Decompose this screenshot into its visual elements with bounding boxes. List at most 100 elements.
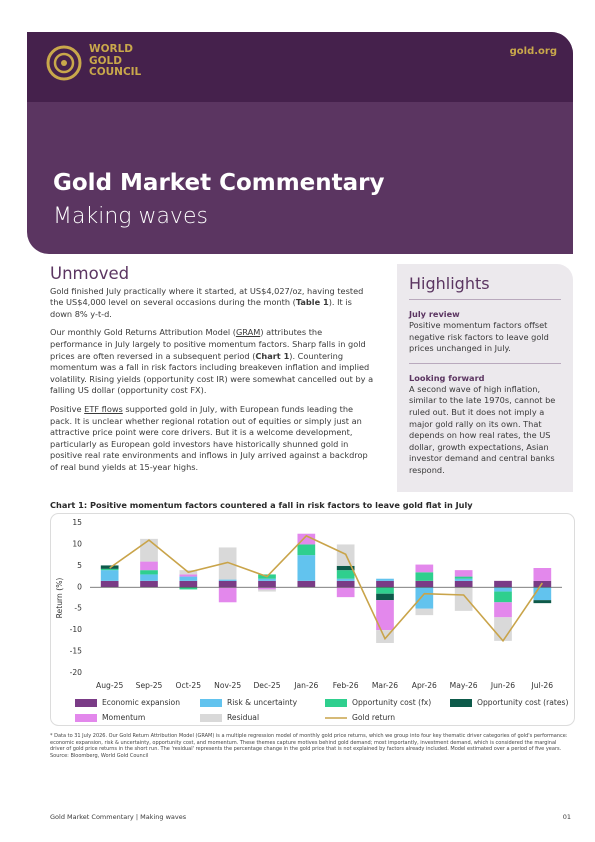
bar-segment — [297, 580, 316, 588]
highlight-label: Looking forward — [409, 372, 485, 383]
bar-segment — [140, 538, 158, 562]
text: ) attributes the performance in July lar… — [50, 327, 366, 361]
x-tick-label: Mar-26 — [372, 681, 398, 690]
bar-segment — [494, 602, 512, 618]
highlight-text: A second wave of high inflation, similar… — [409, 383, 556, 475]
bar-segment — [218, 547, 237, 580]
x-tick-label: Jan-26 — [293, 681, 318, 690]
legend-label: Risk & uncertainty — [227, 698, 298, 707]
chart-frame — [50, 513, 575, 726]
bar-segment — [179, 580, 198, 588]
bar-segment — [415, 587, 434, 609]
legend-label: Gold return — [352, 713, 395, 722]
x-tick-label: Oct-25 — [176, 681, 202, 690]
bar-segment — [454, 576, 473, 579]
header: WORLD GOLD COUNCIL gold.org Gold Market … — [27, 32, 573, 254]
legend-label: Momentum — [102, 713, 145, 722]
bar-segment — [258, 589, 276, 592]
legend-swatch — [450, 699, 472, 707]
line-series — [109, 534, 543, 643]
bar-segment — [140, 561, 158, 571]
y-tick-label: -15 — [70, 647, 83, 656]
text: ). It is down 8% y-t-d. — [50, 297, 352, 319]
subtitle: Making waves — [53, 204, 208, 229]
title: Gold Market Commentary — [53, 170, 385, 196]
x-tick-label: Jun-26 — [490, 681, 515, 690]
y-tick-label: 0 — [77, 582, 82, 591]
bar-segment — [336, 565, 355, 571]
source: Source: Bloomberg, World Gold Council — [50, 752, 149, 759]
bar-segment — [494, 591, 512, 603]
y-tick-label: 10 — [72, 539, 82, 548]
bar-segment — [218, 580, 237, 588]
legend-swatch — [75, 699, 97, 707]
bar-segment — [179, 574, 198, 577]
bar-segment — [218, 587, 237, 603]
bar-segment — [140, 574, 158, 581]
bar-segment — [376, 580, 394, 588]
bar-segment — [179, 576, 198, 581]
bar-segment — [297, 555, 316, 581]
bar-segment — [376, 593, 394, 601]
bar-segment — [415, 564, 434, 573]
header-band — [27, 32, 573, 102]
footnote-text: * Data to 31 July 2026. Our Gold Return … — [50, 733, 568, 753]
chart-title: Chart 1: Positive momentum factors count… — [50, 500, 473, 510]
bar-segment — [140, 580, 158, 588]
bar-segment — [258, 580, 276, 588]
main-column: Unmoved Gold finished July practically w… — [50, 266, 376, 481]
bar-segment — [533, 600, 552, 604]
highlights-box: Highlights July review Positive momentum… — [397, 264, 573, 492]
footnote: * Data to 31 July 2026. Our Gold Return … — [50, 733, 572, 759]
bar-segment — [415, 608, 434, 616]
y-axis-label: Return (%) — [55, 578, 64, 619]
bar-segment — [297, 533, 316, 545]
y-tick-label: -20 — [70, 668, 83, 677]
legend-label: Residual — [227, 713, 259, 722]
highlight-text: Positive momentum factors offset negativ… — [409, 320, 561, 364]
x-tick-label: Apr-26 — [412, 681, 437, 690]
bar-segment — [336, 578, 355, 581]
bar-segment — [376, 587, 394, 594]
highlight-label: July review — [409, 309, 460, 319]
text: Our monthly Gold Returns Attribution Mod… — [50, 327, 236, 338]
site-link[interactable]: gold.org — [509, 46, 557, 57]
x-tick-label: Sep-25 — [136, 681, 163, 690]
bar-segment — [494, 580, 512, 588]
legend-label: Opportunity cost (fx) — [352, 698, 431, 707]
y-tick-label: -5 — [74, 604, 82, 613]
link[interactable]: ETF flows — [84, 403, 123, 414]
x-tick-label: Dec-25 — [253, 681, 280, 690]
bar-segment — [336, 580, 355, 588]
bar-segment — [415, 580, 434, 588]
x-tick-label: Nov-25 — [214, 681, 241, 690]
logo-text: WORLD GOLD COUNCIL — [89, 43, 142, 79]
logo-line: COUNCIL — [89, 66, 142, 78]
bar-segment — [494, 587, 512, 592]
bar-segment — [376, 578, 394, 581]
legend-swatch — [200, 714, 222, 722]
legend-swatch — [75, 714, 97, 722]
link[interactable]: GRAM — [235, 327, 261, 338]
paragraph: Our monthly Gold Returns Attribution Mod… — [50, 327, 376, 397]
legend-label: Economic expansion — [102, 698, 180, 707]
x-tick-label: May-26 — [450, 681, 478, 690]
reference: Table 1 — [295, 297, 329, 308]
y-tick-label: 5 — [77, 561, 82, 570]
chart: Return (%) -20 -15 -10 -5 0 5 10 15 Aug-25 Sep-25… — [50, 513, 575, 726]
bar-segment — [376, 600, 394, 631]
x-tick-label: Aug-25 — [96, 681, 123, 690]
y-tick-label: -10 — [70, 625, 83, 634]
highlights-title: Highlights — [409, 274, 561, 300]
bar-segment — [140, 570, 158, 575]
bar-segment — [454, 578, 473, 581]
bar-segment — [494, 617, 512, 641]
bar-segment — [100, 580, 119, 588]
bar-segment — [100, 570, 119, 581]
legend-swatch — [200, 699, 222, 707]
bar-segment — [258, 587, 276, 590]
logo-line: WORLD — [89, 43, 133, 55]
bar-segment — [218, 579, 237, 581]
bar-segment — [336, 587, 355, 598]
